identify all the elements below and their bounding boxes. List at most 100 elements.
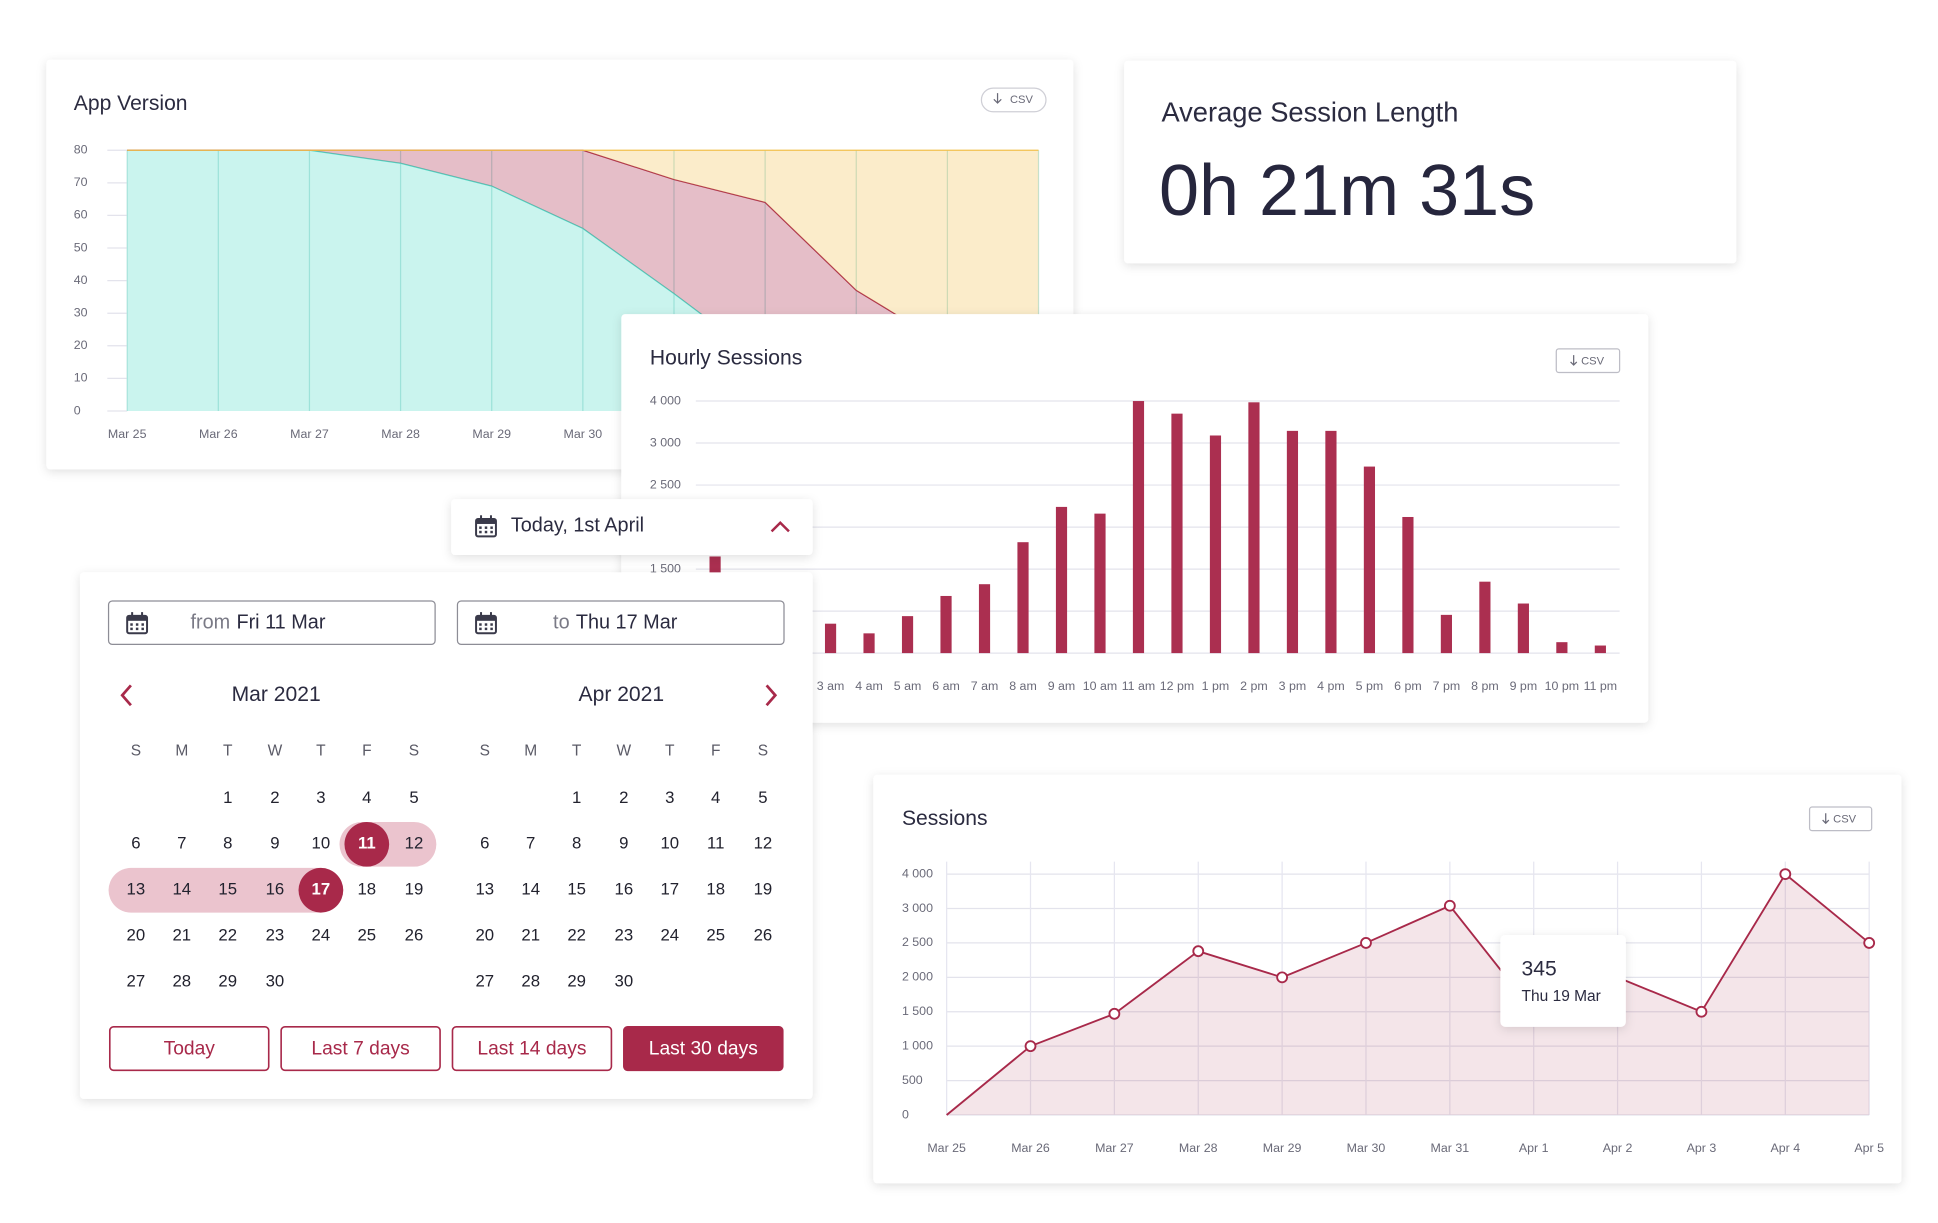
- range-endpoint: [344, 821, 390, 867]
- day[interactable]: 24: [660, 926, 679, 945]
- preset-label[interactable]: Last 30 days: [649, 1038, 758, 1059]
- csv-button[interactable]: CSV: [1555, 348, 1621, 374]
- day[interactable]: 17: [660, 880, 679, 899]
- day[interactable]: 11: [707, 834, 724, 853]
- y-tick-label: 70: [74, 175, 88, 189]
- day[interactable]: 17: [312, 880, 331, 899]
- day[interactable]: 29: [218, 972, 237, 991]
- point: [1360, 937, 1372, 949]
- day[interactable]: 27: [475, 972, 494, 991]
- day[interactable]: 5: [409, 788, 418, 807]
- day[interactable]: 23: [615, 926, 634, 945]
- day[interactable]: 16: [615, 880, 634, 899]
- y-tick-label: 2 000: [902, 970, 933, 984]
- preset-button[interactable]: [280, 1026, 441, 1072]
- day[interactable]: 25: [706, 926, 725, 945]
- day[interactable]: 22: [218, 926, 237, 945]
- bar: [1132, 401, 1145, 654]
- bar: [1248, 402, 1260, 654]
- day[interactable]: 6: [131, 834, 140, 853]
- day[interactable]: 21: [521, 926, 540, 945]
- day[interactable]: 4: [711, 788, 720, 807]
- bar: [1479, 581, 1491, 654]
- day[interactable]: 11: [358, 834, 376, 853]
- y-tick-label: 80: [74, 143, 88, 157]
- preset-button[interactable]: [108, 1026, 270, 1072]
- day[interactable]: 12: [405, 834, 424, 853]
- day[interactable]: 8: [572, 834, 581, 853]
- day[interactable]: 15: [218, 880, 237, 899]
- chart-title: App Version: [74, 92, 188, 115]
- day[interactable]: 13: [127, 880, 146, 899]
- day[interactable]: 7: [177, 834, 186, 853]
- to-input[interactable]: to Thu 17 Mar: [456, 600, 785, 646]
- day[interactable]: 28: [521, 972, 540, 991]
- day[interactable]: 4: [362, 788, 371, 807]
- day[interactable]: 10: [312, 834, 331, 853]
- preset-label[interactable]: Last 14 days: [477, 1038, 586, 1059]
- y-tick-label: 500: [902, 1073, 923, 1087]
- day[interactable]: 19: [754, 880, 773, 899]
- day[interactable]: 26: [405, 926, 424, 945]
- day[interactable]: 14: [172, 880, 191, 899]
- preset-label[interactable]: Last 7 days: [311, 1038, 409, 1059]
- y-tick-label: 2 500: [650, 477, 681, 491]
- day[interactable]: 2: [270, 788, 279, 807]
- day[interactable]: 8: [223, 834, 232, 853]
- day[interactable]: 27: [127, 972, 146, 991]
- day[interactable]: 22: [567, 926, 586, 945]
- day[interactable]: 28: [172, 972, 191, 991]
- day[interactable]: 29: [567, 972, 586, 991]
- bar: [1171, 413, 1183, 654]
- day[interactable]: 15: [567, 880, 586, 899]
- day[interactable]: 2: [619, 788, 628, 807]
- dropdown-box[interactable]: [451, 499, 813, 556]
- day[interactable]: 16: [266, 880, 285, 899]
- day[interactable]: 19: [405, 880, 424, 899]
- day[interactable]: 26: [754, 926, 773, 945]
- bar: [1209, 435, 1222, 654]
- day[interactable]: 18: [706, 880, 725, 899]
- y-tick-label: 0: [902, 1107, 909, 1121]
- y-tick-label: 0: [74, 403, 81, 417]
- day[interactable]: 12: [754, 834, 773, 853]
- csv-button[interactable]: CSV: [1808, 806, 1873, 832]
- y-tick-label: 3 000: [902, 901, 933, 915]
- day[interactable]: 25: [357, 926, 376, 945]
- day[interactable]: 14: [521, 880, 540, 899]
- day[interactable]: 3: [665, 788, 674, 807]
- month-title: Mar 2021: [232, 683, 321, 706]
- day[interactable]: 5: [758, 788, 767, 807]
- day[interactable]: 20: [127, 926, 146, 945]
- prev-month[interactable]: [120, 684, 132, 707]
- day[interactable]: 10: [660, 834, 679, 853]
- day[interactable]: 20: [475, 926, 494, 945]
- x-tick-label: 11 pm: [1584, 679, 1618, 693]
- day[interactable]: 3: [316, 788, 325, 807]
- day[interactable]: 9: [270, 834, 279, 853]
- day[interactable]: 13: [475, 880, 494, 899]
- day[interactable]: 30: [615, 972, 634, 991]
- preset-label[interactable]: Today: [164, 1038, 216, 1059]
- preset-button[interactable]: [451, 1026, 613, 1072]
- date-dropdown[interactable]: Today, 1st April: [451, 499, 813, 556]
- y-tick-label: 3 000: [650, 435, 681, 449]
- day[interactable]: 7: [526, 834, 535, 853]
- bar: [1094, 513, 1106, 654]
- tooltip-label: Thu 19 Mar: [1522, 988, 1601, 1005]
- day[interactable]: 6: [480, 834, 489, 853]
- day[interactable]: 24: [312, 926, 331, 945]
- day[interactable]: 23: [266, 926, 285, 945]
- day[interactable]: 18: [357, 880, 376, 899]
- from-input[interactable]: from Fri 11 Mar: [107, 600, 436, 646]
- csv-button[interactable]: CSV: [980, 87, 1047, 113]
- x-tick-label: 8 pm: [1471, 679, 1499, 693]
- day[interactable]: 1: [223, 788, 232, 807]
- tooltip-box: [1500, 934, 1626, 1027]
- preset-button[interactable]: [623, 1026, 784, 1072]
- day[interactable]: 21: [172, 926, 191, 945]
- day[interactable]: 1: [572, 788, 581, 807]
- day[interactable]: 30: [266, 972, 285, 991]
- day[interactable]: 9: [619, 834, 628, 853]
- next-month[interactable]: [765, 684, 778, 707]
